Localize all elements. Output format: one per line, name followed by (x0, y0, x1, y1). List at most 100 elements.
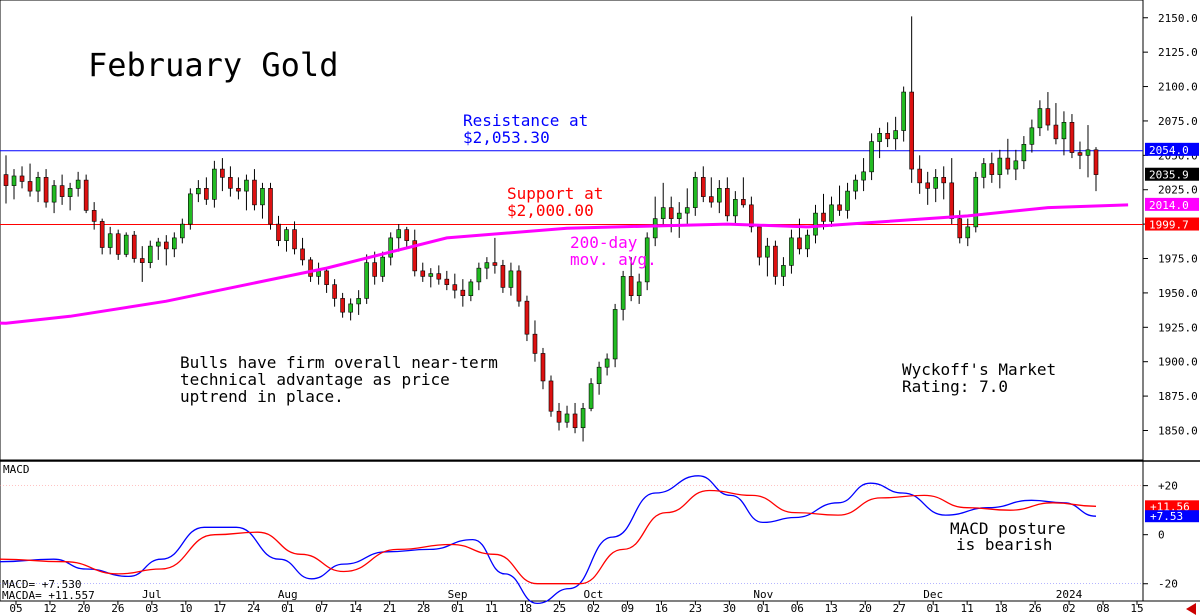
macd-panel (0, 460, 1144, 602)
support-label-line2: $2,000.00 (507, 201, 594, 220)
candle (412, 229, 418, 277)
candle (348, 298, 353, 321)
price-tick-label: 2125.0 (1158, 46, 1198, 59)
comment-line1: Bulls have firm overall near-term (180, 353, 498, 372)
date-tick-label: 16 (655, 602, 668, 615)
candle (364, 254, 369, 304)
macd-panel-title: MACD (3, 463, 30, 476)
candle-body-down (989, 163, 995, 175)
candle (973, 171, 979, 233)
candle (332, 279, 337, 307)
candle (845, 182, 850, 219)
candle-body-down (292, 229, 297, 250)
candle-body-down (1093, 149, 1099, 175)
scroll-left-arrow-icon[interactable] (1186, 603, 1196, 615)
candle-body-down (228, 177, 233, 189)
candle (91, 202, 97, 230)
date-tick-label: 18 (994, 602, 1007, 615)
candle-body-up (965, 226, 971, 239)
candle-body-up (428, 273, 434, 277)
date-tick-label: 12 (43, 602, 56, 615)
candle-body-down (204, 188, 209, 200)
candle-body-up (588, 383, 594, 409)
candle (484, 257, 490, 280)
date-tick-label: 27 (893, 602, 906, 615)
candle-body-up (188, 193, 193, 225)
candle (188, 188, 193, 230)
candle-body-up (356, 298, 361, 305)
candle (708, 177, 714, 208)
candle (11, 169, 17, 200)
candle (580, 402, 586, 442)
candle (1037, 100, 1043, 137)
candle (300, 237, 305, 266)
candle (837, 185, 842, 216)
date-tick-label: 11 (961, 602, 974, 615)
date-tick-label: 21 (383, 602, 396, 615)
date-tick-label: 03 (145, 602, 158, 615)
candle (789, 229, 794, 274)
candle-body-down (91, 210, 97, 222)
date-tick-label: 01 (281, 602, 294, 615)
candle-body-down (3, 174, 9, 186)
price-tag-label: 2054.0 (1149, 144, 1189, 157)
chart-title: February Gold (88, 46, 338, 84)
candle-body-down (236, 188, 241, 192)
candle (35, 171, 41, 203)
candle-body-up (893, 130, 898, 140)
candle-body-down (797, 237, 802, 250)
candle (404, 226, 410, 249)
candle (196, 180, 201, 203)
candle-body-up (260, 188, 265, 206)
date-tick-label: 17 (213, 602, 226, 615)
candle (660, 182, 666, 227)
candle (1013, 149, 1019, 181)
candle (949, 158, 955, 225)
candle (612, 303, 618, 368)
date-tick-label: 28 (417, 602, 430, 615)
macd-signal-line (0, 489, 1097, 585)
candle (500, 259, 506, 293)
price-tag-box (1145, 142, 1199, 156)
candle (396, 224, 402, 252)
candle-body-down (741, 199, 746, 206)
candle (1061, 111, 1067, 156)
candle-body-down (59, 185, 65, 197)
candle-body-down (917, 168, 922, 184)
candle-body-up (380, 256, 385, 277)
candle-body-up (781, 265, 786, 277)
candle-body-up (468, 281, 474, 296)
price-tag: 2054.0 (1145, 142, 1199, 157)
candle (180, 218, 185, 244)
candle (324, 268, 329, 293)
candle-body-down (500, 265, 506, 288)
candle-body-down (492, 262, 498, 266)
resistance-label-line1: Resistance at (463, 111, 588, 130)
candle-body-up (180, 223, 185, 239)
candle (997, 149, 1003, 189)
candle (444, 270, 450, 291)
candle (19, 166, 25, 189)
candle-body-down (1045, 108, 1051, 126)
candle (476, 262, 482, 291)
candle (596, 361, 602, 395)
candle-body-down (1005, 157, 1011, 170)
ma-label-line2: mov. avg. (570, 250, 657, 269)
date-tick-label: 01 (757, 602, 770, 615)
price-tick-label: 2025.0 (1158, 184, 1198, 197)
candle (781, 257, 786, 287)
candle-body-down (83, 179, 89, 211)
candle (869, 133, 874, 181)
candle (220, 158, 225, 192)
price-tick-label: 2100.0 (1158, 81, 1198, 94)
candle (588, 378, 594, 412)
candle-body-up (612, 309, 618, 360)
date-tick-label: 10 (179, 602, 192, 615)
date-tick-label: 15 (1130, 602, 1143, 615)
candle (909, 16, 914, 183)
candle-body-up (684, 207, 690, 214)
month-label: 2024 (1056, 588, 1083, 601)
macd-tick-label: +20 (1158, 480, 1178, 493)
candle (172, 232, 177, 258)
price-tag-box (1145, 167, 1199, 181)
